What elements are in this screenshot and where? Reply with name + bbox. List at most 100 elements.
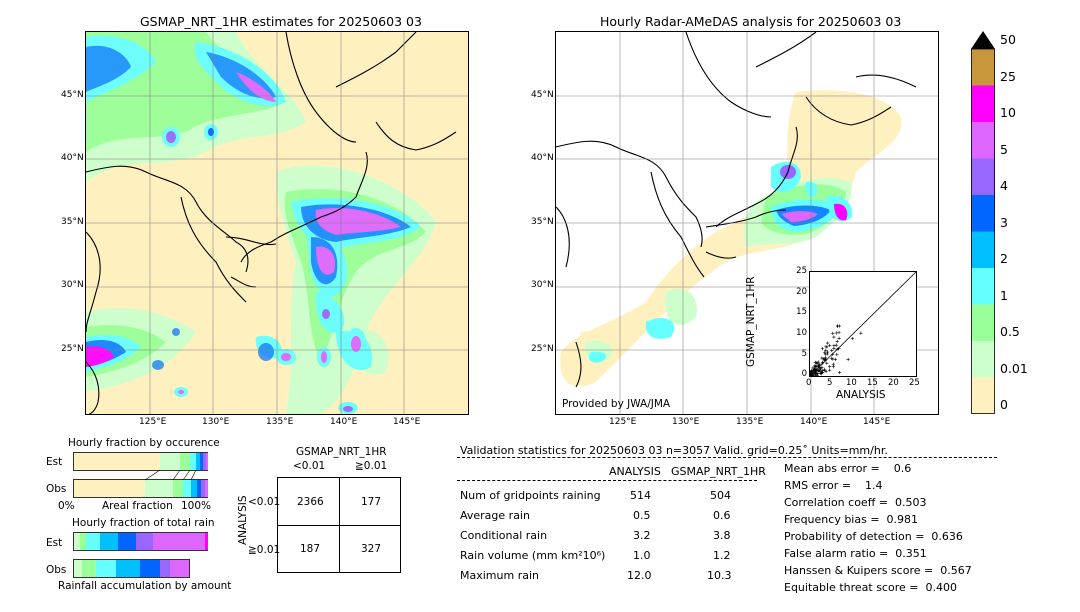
scatter-point bbox=[826, 350, 830, 354]
scatter-point bbox=[835, 347, 839, 351]
stat-label: Conditional rain bbox=[460, 529, 548, 542]
scatter-point bbox=[831, 331, 835, 336]
scatter-point bbox=[832, 344, 836, 348]
scatter-point bbox=[828, 343, 832, 348]
scatter-point bbox=[835, 324, 840, 328]
left-lat-30: 30°N bbox=[61, 280, 84, 290]
score-line: Mean abs error = 0.6 bbox=[784, 462, 912, 475]
right-lon-125: 125°E bbox=[609, 417, 637, 427]
scatter-point bbox=[832, 346, 836, 351]
colorbar-swatch bbox=[971, 49, 995, 86]
inset-ylabel: GSMAP_NRT_1HR bbox=[745, 276, 757, 367]
stat-gsmap: 0.6 bbox=[713, 509, 731, 522]
scatter-point bbox=[834, 331, 838, 335]
scatter-point bbox=[850, 336, 854, 341]
scatter-point bbox=[814, 371, 818, 375]
stat-analysis: 12.0 bbox=[627, 569, 652, 582]
scatter-point bbox=[825, 352, 829, 356]
scatter-point bbox=[834, 343, 839, 347]
scatter-point bbox=[833, 357, 838, 361]
scatter-point bbox=[817, 365, 821, 369]
total-row-est: Est bbox=[46, 537, 63, 549]
scatter-point bbox=[835, 352, 839, 356]
left-lat-45: 45°N bbox=[61, 90, 84, 100]
right-lat-45: 45°N bbox=[531, 90, 554, 100]
scatter-point bbox=[837, 370, 842, 375]
left-map-title: GSMAP_NRT_1HR estimates for 20250603 03 bbox=[140, 14, 422, 29]
scatter-point bbox=[823, 367, 827, 371]
scatter-point bbox=[816, 372, 820, 376]
scatter-point bbox=[819, 367, 823, 371]
scatter-point bbox=[831, 357, 835, 361]
left-lon-125: 125°E bbox=[139, 417, 167, 427]
cell-tp: 327 bbox=[361, 543, 382, 555]
stat-analysis: 3.2 bbox=[633, 529, 651, 542]
colorbar-swatch bbox=[971, 158, 995, 195]
colorbar-label: 3 bbox=[1000, 214, 1008, 230]
colorbar-swatch bbox=[971, 268, 995, 305]
scatter-point bbox=[821, 357, 826, 361]
scatter-point bbox=[832, 335, 836, 339]
right-lat-40: 40°N bbox=[531, 153, 554, 163]
scatter-point bbox=[812, 372, 816, 376]
right-lon-145: 145°E bbox=[863, 417, 891, 427]
stat-analysis: 0.5 bbox=[633, 509, 651, 522]
inset-scatter bbox=[809, 271, 917, 377]
scatter-point bbox=[810, 374, 814, 376]
total-footer: Rainfall accumulation by amount bbox=[58, 580, 232, 592]
right-map-title: Hourly Radar-AMeDAS analysis for 2025060… bbox=[600, 14, 902, 29]
score-line: Frequency bias = 0.981 bbox=[784, 513, 919, 526]
total-bars bbox=[73, 532, 208, 578]
contingency-row-1: ≧0.01 bbox=[248, 544, 281, 556]
inset-ytick: 20 bbox=[796, 287, 807, 297]
occurrence-bars bbox=[73, 452, 208, 498]
inset-ytick: 15 bbox=[796, 307, 807, 317]
right-lat-30: 30°N bbox=[531, 280, 554, 290]
colorbar-label: 25 bbox=[1000, 68, 1016, 84]
scatter-point bbox=[811, 366, 815, 370]
score-line: Hanssen & Kuipers score = 0.567 bbox=[784, 564, 972, 577]
inset-xtick: 15 bbox=[867, 378, 878, 388]
left-lon-135: 135°E bbox=[266, 417, 294, 427]
scatter-point bbox=[821, 360, 825, 364]
colorbar-swatch bbox=[971, 341, 995, 378]
left-lat-40: 40°N bbox=[61, 153, 84, 163]
cell-fp: 177 bbox=[361, 496, 382, 508]
colorbar-swatch bbox=[971, 304, 995, 341]
right-lon-140: 140°E bbox=[800, 417, 828, 427]
contingency-title: GSMAP_NRT_1HR bbox=[296, 446, 387, 458]
left-map-rain-field bbox=[86, 32, 468, 414]
left-map bbox=[85, 31, 469, 415]
inset-ytick: 25 bbox=[796, 266, 807, 276]
scatter-point bbox=[824, 369, 828, 374]
stat-label: Maximum rain bbox=[460, 569, 539, 582]
scatter-point bbox=[820, 371, 825, 375]
colorbar-labels: 50 25 10 5 4 3 2 1 0.5 0.01 0 bbox=[1000, 32, 1040, 420]
colorbar-swatch bbox=[971, 377, 995, 414]
scatter-point bbox=[824, 348, 828, 353]
colorbar-label: 1 bbox=[1000, 287, 1008, 303]
scatter-point bbox=[830, 348, 834, 353]
inset-ytick: 10 bbox=[796, 328, 807, 338]
occurrence-axis-mid: Areal fraction bbox=[102, 500, 173, 512]
stat-label: Rain volume (mm km²10⁶) bbox=[460, 549, 606, 562]
colorbar-swatches bbox=[971, 31, 995, 414]
scatter-point bbox=[813, 360, 817, 364]
right-lon-135: 135°E bbox=[736, 417, 764, 427]
scatter-point bbox=[823, 356, 828, 360]
stat-gsmap: 3.8 bbox=[713, 529, 731, 542]
stat-gsmap: 504 bbox=[710, 489, 731, 502]
colorbar-swatch bbox=[971, 231, 995, 268]
colorbar-swatch bbox=[971, 195, 995, 232]
score-line: Correlation coeff = 0.503 bbox=[784, 496, 927, 509]
validation-dash bbox=[457, 457, 997, 458]
right-lat-35: 35°N bbox=[531, 217, 554, 227]
total-row-obs: Obs bbox=[46, 564, 67, 576]
scatter-point bbox=[828, 365, 832, 369]
right-map: Provided by JWA/JMA bbox=[555, 31, 939, 415]
scatter-point bbox=[837, 336, 841, 340]
stat-label: Average rain bbox=[460, 509, 530, 522]
scatter-point bbox=[812, 368, 816, 372]
colorbar-label: 10 bbox=[1000, 105, 1016, 120]
scatter-point bbox=[815, 374, 819, 376]
